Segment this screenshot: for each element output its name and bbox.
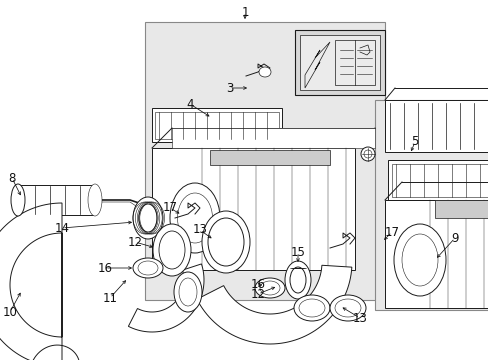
Text: 17: 17 [162, 202, 177, 215]
Bar [384, 100, 488, 152]
Ellipse shape [138, 261, 158, 275]
Text: 10: 10 [2, 306, 18, 319]
Bar [334, 40, 374, 85]
Ellipse shape [159, 231, 184, 269]
Bar [294, 30, 384, 95]
Text: 13: 13 [192, 224, 207, 237]
Bar [299, 35, 379, 90]
Ellipse shape [174, 272, 202, 312]
Ellipse shape [254, 278, 285, 298]
Text: 4: 4 [186, 98, 193, 111]
Ellipse shape [260, 281, 280, 295]
Bar [434, 200, 488, 218]
Ellipse shape [88, 184, 102, 216]
Text: 15: 15 [290, 246, 305, 258]
Text: 1: 1 [241, 5, 248, 18]
Bar [152, 108, 282, 142]
Bar [209, 150, 329, 165]
Polygon shape [128, 264, 203, 332]
Ellipse shape [179, 278, 197, 306]
Text: 8: 8 [8, 171, 16, 184]
Polygon shape [197, 265, 351, 344]
Text: 16: 16 [97, 261, 112, 274]
Text: 5: 5 [410, 135, 418, 148]
Ellipse shape [329, 295, 365, 321]
Ellipse shape [133, 258, 163, 278]
Ellipse shape [153, 224, 191, 276]
Text: 11: 11 [102, 292, 117, 305]
Text: 9: 9 [450, 231, 458, 244]
Ellipse shape [334, 299, 360, 317]
Ellipse shape [393, 224, 445, 296]
Ellipse shape [177, 193, 212, 243]
Ellipse shape [363, 150, 371, 158]
Ellipse shape [202, 211, 249, 273]
Text: 12: 12 [127, 235, 142, 248]
Ellipse shape [285, 261, 310, 299]
Bar [145, 22, 384, 300]
Text: 16: 16 [250, 279, 265, 292]
Ellipse shape [139, 204, 157, 232]
Text: 13: 13 [352, 311, 366, 324]
Ellipse shape [401, 234, 437, 286]
Ellipse shape [289, 267, 305, 293]
Text: 12: 12 [250, 288, 265, 301]
Ellipse shape [360, 147, 374, 161]
Polygon shape [18, 185, 95, 215]
Ellipse shape [259, 67, 270, 77]
Text: 14: 14 [54, 221, 69, 234]
Bar [172, 128, 374, 148]
Bar [155, 112, 279, 139]
Bar [384, 200, 488, 308]
Bar [374, 100, 488, 310]
Polygon shape [0, 203, 62, 360]
Ellipse shape [133, 197, 163, 239]
Bar [152, 148, 354, 270]
Ellipse shape [11, 184, 25, 216]
Text: 17: 17 [384, 225, 399, 239]
Bar [387, 160, 488, 200]
Ellipse shape [293, 295, 329, 321]
Ellipse shape [207, 218, 244, 266]
Ellipse shape [298, 299, 325, 317]
Ellipse shape [170, 183, 220, 253]
Bar [391, 164, 488, 197]
Text: 3: 3 [226, 81, 233, 94]
